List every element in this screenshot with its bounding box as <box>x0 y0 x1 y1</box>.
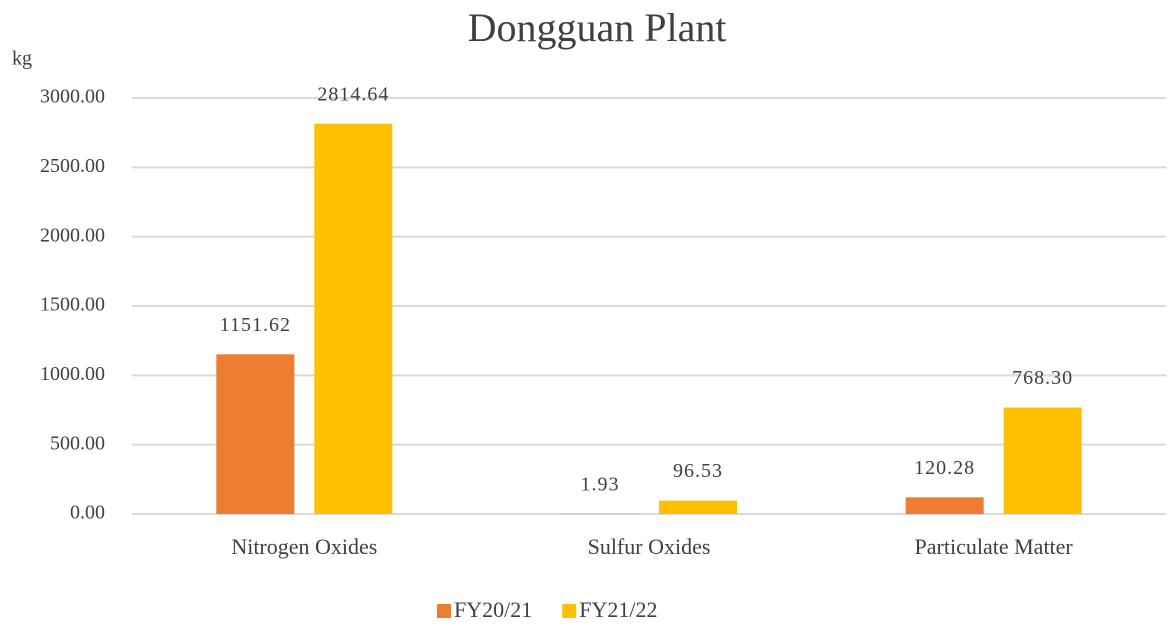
y-tick-label: 3000.00 <box>40 86 105 108</box>
x-tick-label: Nitrogen Oxides <box>231 534 377 559</box>
data-label: 96.53 <box>673 460 723 482</box>
legend-swatch <box>562 604 577 618</box>
data-label: 768.30 <box>1012 367 1073 389</box>
y-tick-label: 2000.00 <box>40 224 105 246</box>
data-label: 1.93 <box>581 473 620 495</box>
data-label: 2814.64 <box>317 83 389 105</box>
legend-label: FY21/22 <box>579 597 657 622</box>
bar <box>1003 407 1082 514</box>
y-tick-label: 0.00 <box>70 502 105 524</box>
chart-title: Dongguan Plant <box>468 5 727 50</box>
bar <box>659 500 737 514</box>
x-tick-label: Sulfur Oxides <box>588 534 711 559</box>
y-tick-label: 500.00 <box>50 432 105 454</box>
bar <box>216 354 295 514</box>
bar <box>314 123 393 515</box>
legend-label: FY20/21 <box>454 597 532 622</box>
bar <box>905 497 984 514</box>
data-label: 1151.62 <box>220 314 291 336</box>
legend-swatch <box>437 604 451 618</box>
x-tick-label: Particulate Matter <box>915 534 1074 559</box>
y-tick-label: 1500.00 <box>40 294 105 316</box>
y-tick-label: 2500.00 <box>40 155 105 177</box>
data-label: 120.28 <box>914 457 975 479</box>
y-axis-label: kg <box>12 48 32 70</box>
y-tick-label: 1000.00 <box>40 363 105 385</box>
